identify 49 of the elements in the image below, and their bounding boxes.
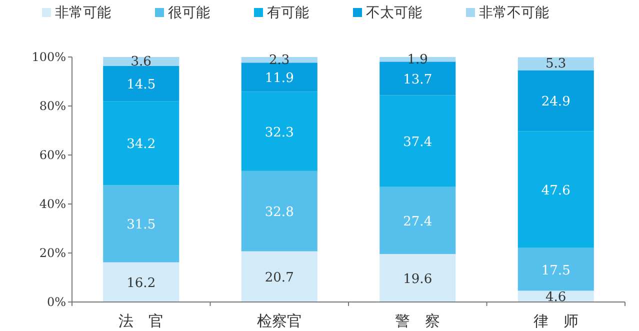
- data-label: 3.6: [130, 54, 152, 70]
- bar: [241, 92, 318, 171]
- data-label: 17.5: [541, 263, 570, 278]
- data-label: 13.7: [403, 72, 432, 88]
- data-label: 47.6: [541, 184, 570, 199]
- bar: [380, 95, 456, 187]
- bar: [103, 262, 180, 302]
- bar: [103, 101, 180, 186]
- y-tick-label: 100%: [32, 50, 66, 64]
- y-tick-label: 80%: [39, 99, 66, 113]
- legend-label: 有可能: [267, 5, 309, 21]
- legend-label: 非常不可能: [479, 5, 549, 21]
- bar: [103, 185, 180, 262]
- bar: [518, 70, 594, 132]
- bar: [518, 57, 594, 70]
- data-label: 34.2: [126, 137, 156, 152]
- x-tick-label: 检察官: [256, 312, 302, 330]
- y-tick-label: 0%: [46, 295, 66, 309]
- x-tick-label: 警 察: [395, 312, 440, 330]
- data-label: 11.9: [264, 71, 294, 86]
- bar: [241, 62, 318, 92]
- bar: [380, 186, 456, 254]
- legend-label: 非常可能: [55, 5, 111, 21]
- bar: [241, 251, 318, 302]
- data-label: 37.4: [403, 135, 432, 150]
- y-tick-label: 40%: [39, 197, 66, 211]
- bar: [380, 254, 456, 302]
- bar: [103, 57, 180, 66]
- data-label: 24.9: [541, 94, 570, 110]
- x-tick-label: 律 师: [533, 312, 578, 330]
- data-label: 32.8: [264, 205, 294, 220]
- bar: [103, 66, 180, 102]
- data-label: 5.3: [546, 56, 566, 72]
- data-label: 19.6: [403, 272, 432, 287]
- bar: [518, 248, 594, 291]
- data-label: 31.5: [126, 218, 156, 233]
- y-tick-label: 20%: [39, 246, 66, 260]
- bar: [241, 170, 318, 252]
- x-tick-label: 法 官: [118, 312, 164, 330]
- data-label: 14.5: [126, 78, 156, 93]
- legend-label: 不太可能: [366, 5, 422, 21]
- data-label: 32.3: [264, 125, 294, 140]
- data-label: 16.2: [126, 276, 156, 292]
- legend-label: 很可能: [168, 5, 210, 21]
- data-label: 27.4: [403, 214, 432, 230]
- data-label: 4.6: [546, 290, 566, 305]
- bar: [518, 131, 594, 248]
- data-label: 20.7: [264, 270, 294, 286]
- y-tick-label: 60%: [39, 148, 66, 162]
